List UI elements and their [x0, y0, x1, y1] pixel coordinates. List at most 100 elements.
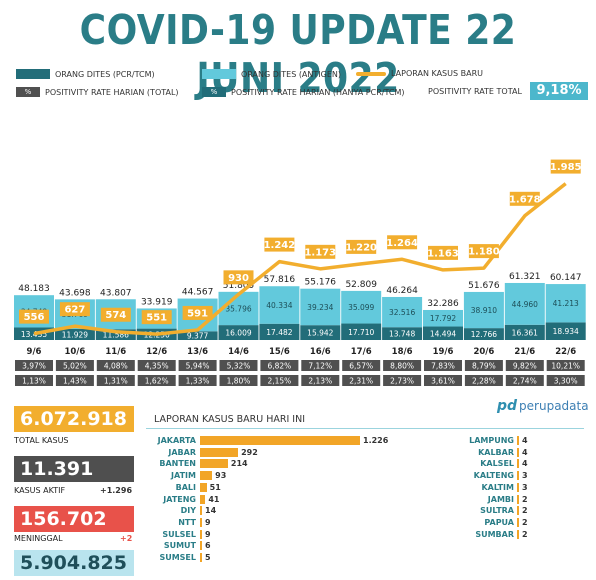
positivity-pcr-box: [55, 375, 94, 386]
province-bar: [200, 459, 228, 469]
province-bar: [517, 459, 519, 469]
province-value: 3: [522, 471, 528, 481]
x-tick-label: 22/6: [555, 347, 576, 357]
cases-value-label: 1.242: [264, 240, 296, 251]
label-total: 48.183: [18, 284, 50, 294]
label-pcr: 15.942: [307, 329, 333, 338]
cases-value-box: [346, 239, 377, 254]
legend-pcr-label: ORANG DITES (PCR/TCM): [55, 69, 155, 79]
x-tick-label: 19/6: [433, 347, 454, 357]
positivity-total-box: [464, 360, 503, 371]
bar-antigen: [463, 291, 504, 329]
positivity-total-label: 4,35%: [145, 362, 169, 371]
positivity-total-label: 6,57%: [349, 362, 373, 371]
positivity-pcr-box: [546, 375, 585, 386]
positivity-pcr-box: [96, 375, 135, 386]
bar-pcr: [95, 329, 136, 340]
bar-pcr: [259, 323, 300, 340]
cases-value-box: [223, 270, 254, 285]
bar-pcr: [300, 325, 341, 340]
province-bar: [200, 506, 202, 516]
province-bar: [517, 506, 519, 516]
province-name: SUMSEL: [159, 553, 196, 562]
positivity-total-label: 5,94%: [186, 362, 210, 371]
positivity-pcr-box: [505, 375, 544, 386]
province-value: 41: [208, 494, 220, 504]
x-tick-label: 16/6: [310, 347, 331, 357]
label-pcr: 12.766: [471, 330, 497, 339]
province-bar: [517, 482, 519, 492]
positivity-pcr-box: [260, 375, 299, 386]
province-name: BALI: [175, 482, 196, 492]
cases-value-label: 1.163: [427, 248, 459, 259]
label-antigen: 32.516: [389, 308, 415, 317]
cases-value-label: 1.264: [386, 238, 418, 249]
label-pcr: 13.748: [389, 330, 415, 339]
bar-antigen: [504, 282, 545, 325]
province-name: JATIM: [171, 471, 196, 481]
perupadata-logo: pd perupadata: [497, 398, 589, 414]
province-value: 1.226: [363, 436, 389, 445]
cases-value-box: [19, 309, 49, 324]
label-antigen: 35.796: [225, 304, 251, 313]
bar-antigen: [341, 290, 382, 324]
province-name: SULTRA: [480, 506, 514, 516]
x-tick-label: 11/6: [105, 347, 126, 357]
cases-value-box: [141, 310, 172, 325]
label-antigen: 40.334: [266, 301, 292, 310]
positivity-pcr-box: [383, 375, 422, 386]
x-tick-label: 17/6: [351, 347, 372, 357]
province-bar: [200, 436, 360, 445]
bar-pcr: [463, 328, 504, 340]
label-pcr: 16.009: [225, 329, 251, 338]
province-value: 14: [205, 506, 217, 516]
cases-value-box: [264, 237, 295, 252]
legend-antigen-swatch: [202, 69, 236, 79]
cases-value-box: [59, 302, 90, 317]
province-bar: [200, 482, 207, 492]
cases-value-label: 1.985: [550, 162, 582, 173]
x-tick-label: 15/6: [269, 347, 290, 357]
cases-value-box: [182, 305, 213, 320]
bar-antigen: [259, 286, 300, 324]
positivity-total-label: 4,08%: [104, 362, 128, 371]
province-value: 2: [522, 506, 528, 516]
provinces-title: LAPORAN KASUS BARU HARI INI: [154, 414, 306, 425]
positivity-pcr-box: [219, 375, 258, 386]
active-cases-label: KASUS AKTIF: [14, 486, 66, 495]
positivity-total-box: [424, 360, 462, 371]
positivity-total-label: 5,32%: [227, 362, 251, 371]
label-antigen: 41.213: [553, 299, 579, 308]
positivity-pcr-label: 1,62%: [145, 377, 169, 386]
perupadata-logo-text: perupadata: [519, 399, 589, 413]
province-bar: [200, 447, 239, 457]
positivity-total-box: [15, 360, 53, 371]
bar-antigen: [545, 284, 586, 323]
label-total: 43.807: [100, 288, 132, 298]
positivity-total-box: [137, 360, 176, 371]
recovered-value: 5.904.825: [14, 550, 134, 576]
cases-value-label: 627: [64, 305, 85, 316]
x-tick-label: 21/6: [514, 347, 535, 357]
province-name: SUMUT: [163, 541, 196, 551]
label-total: 51.805: [223, 281, 255, 291]
positivity-pcr-label: 2,13%: [308, 377, 332, 386]
bar-pcr: [177, 331, 218, 340]
tests-cases-chart: 13.43534.74848.1839/63,97%1,13%11.92931.…: [14, 159, 586, 386]
province-value: 214: [230, 459, 248, 469]
province-bar: [517, 436, 519, 445]
cases-value-label: 556: [24, 312, 45, 323]
legend-pos-pcr-swatch: %: [202, 87, 226, 97]
label-total: 46.264: [386, 286, 418, 296]
positivity-pcr-label: 1,43%: [63, 377, 87, 386]
province-value: 6: [205, 541, 211, 551]
positivity-total-label: 9,82%: [513, 362, 537, 371]
province-value: 4: [522, 447, 528, 457]
legend-antigen-label: ORANG DITES (ANTIGEN): [241, 69, 341, 79]
legend-pos-total: % POSITIVITY RATE HARIAN (TOTAL): [16, 87, 179, 97]
bar-antigen: [300, 288, 341, 326]
bar-pcr: [382, 327, 423, 340]
province-value: 93: [215, 471, 227, 481]
label-total: 52.809: [345, 280, 377, 290]
provinces-divider: [146, 428, 584, 429]
